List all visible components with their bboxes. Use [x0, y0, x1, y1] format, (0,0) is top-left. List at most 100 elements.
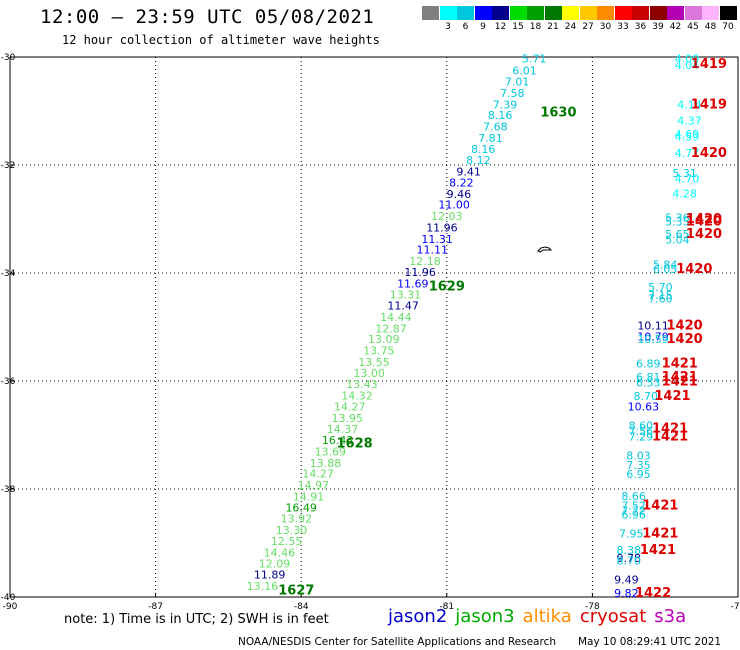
- data-point-label: 6.05: [653, 263, 678, 276]
- data-point-label: 12.87: [375, 322, 407, 335]
- time-label: 1421: [640, 543, 676, 558]
- chart-subtitle: 12 hour collection of altimeter wave hei…: [62, 33, 380, 47]
- data-point-label: 9.41: [456, 165, 481, 178]
- x-tick-label: -84: [294, 602, 309, 612]
- data-point-label: 12.03: [431, 210, 463, 223]
- data-point-label: 12.55: [271, 535, 303, 548]
- axes: -90 -87 -84 -81 -78 -75 -30 -32 -34 -36 -38 -40: [1, 53, 740, 612]
- color-scale-label: 21: [547, 22, 559, 32]
- color-scale-swatch: [649, 6, 667, 20]
- y-tick-label: -38: [1, 485, 16, 495]
- x-tick-label: -87: [148, 602, 163, 612]
- data-point-label: 7.29: [629, 430, 654, 443]
- data-point-label: 11.31: [421, 233, 453, 246]
- data-point-label: 16.49: [285, 502, 317, 515]
- data-point-label: 13.88: [310, 457, 342, 470]
- data-point-label: 9.49: [614, 574, 639, 587]
- data-point-label: 5.04: [665, 233, 690, 246]
- data-point-label: 8.70: [617, 555, 642, 568]
- data-point-label: 7.15: [648, 289, 673, 302]
- y-tick-label: -36: [1, 377, 16, 387]
- color-scale-swatch: [509, 6, 527, 20]
- data-point-label: 13.31: [390, 288, 422, 301]
- color-scale-label: 70: [722, 22, 734, 32]
- data-point-label: 7.35: [626, 459, 651, 472]
- data-point-label: 4.04: [675, 59, 700, 72]
- color-scale-swatch: [439, 6, 457, 20]
- color-scale-swatch: [597, 6, 614, 20]
- color-scale-swatch: [632, 6, 649, 20]
- data-point-label: 13.92: [281, 512, 313, 525]
- data-point-label: 4.37: [677, 115, 702, 128]
- color-scale-swatch: [527, 6, 544, 20]
- y-tick-label: -40: [1, 593, 16, 603]
- time-label: 1422: [635, 586, 671, 601]
- color-scale-swatch: [457, 6, 474, 20]
- data-point-label: 4.59: [675, 131, 700, 144]
- time-label: 1628: [336, 436, 372, 451]
- data-point-label: 5.35: [665, 215, 690, 228]
- data-point-label: 13.75: [363, 345, 395, 358]
- data-point-label: 7.81: [478, 132, 503, 145]
- data-point-label: 11.96: [404, 266, 436, 279]
- color-scale-label: 6: [462, 22, 469, 32]
- time-label: 1630: [540, 105, 576, 120]
- color-scale-label: 42: [669, 22, 682, 32]
- data-point-label: 13.55: [358, 356, 390, 369]
- data-point-label: 8.16: [488, 109, 513, 122]
- data-point-label: 14.32: [341, 389, 373, 402]
- data-point-label: 4.70: [675, 172, 700, 185]
- data-point-label: 8.22: [449, 177, 474, 190]
- data-point-label: 16.43: [322, 434, 354, 447]
- color-scale-label: 39: [652, 22, 664, 32]
- data-point-label: 6.96: [621, 509, 646, 522]
- color-scale-label: 18: [529, 22, 542, 32]
- data-point-label: 8.60: [629, 420, 654, 433]
- color-scale-label: 15: [512, 22, 524, 32]
- time-label: 1421: [652, 429, 688, 444]
- data-point-label: 11.47: [387, 300, 419, 313]
- color-scale-swatch: [422, 6, 439, 20]
- data-marks: 5.716.017.017.587.398.167.687.818.168.12…: [247, 52, 727, 601]
- data-point-label: 7.68: [483, 120, 508, 133]
- time-label: 1627: [278, 583, 314, 598]
- color-scale-label: 30: [599, 22, 612, 32]
- data-point-label: 4.00: [675, 52, 700, 65]
- credit-line: NOAA/NESDIS Center for Satellite Applica…: [238, 636, 556, 648]
- color-scale-label: 12: [494, 22, 507, 32]
- data-point-label: 14.91: [293, 490, 325, 503]
- data-point-label: 4.77: [675, 147, 700, 160]
- data-point-label: 11.11: [416, 244, 448, 257]
- data-point-label: 6.89: [636, 358, 661, 371]
- time-label: 1421: [662, 374, 698, 389]
- data-point-label: 13.95: [332, 412, 364, 425]
- data-point-label: 11.69: [397, 278, 429, 291]
- color-scale-swatch: [614, 6, 632, 20]
- footnote: note: 1) Time is in UTC; 2) SWH is in fe…: [64, 612, 329, 627]
- data-point-label: 7.01: [505, 76, 530, 89]
- data-point-label: 5.36: [665, 212, 690, 225]
- color-scale-label: 36: [634, 22, 647, 32]
- data-point-label: 14.27: [302, 468, 334, 481]
- satellite-legend: jason2 jason3 altika cryosat s3a: [388, 606, 694, 627]
- y-tick-label: -32: [1, 161, 16, 171]
- data-point-label: 8.70: [634, 390, 659, 403]
- data-point-label: 5.31: [672, 167, 697, 180]
- data-point-label: 13.69: [315, 446, 347, 459]
- y-tick-label: -34: [1, 269, 16, 279]
- color-scale-label: 27: [582, 22, 594, 32]
- color-scale-label: 45: [687, 22, 699, 32]
- data-point-label: 4.28: [672, 187, 697, 200]
- data-point-label: 12.09: [259, 557, 291, 570]
- time-label: 1420: [686, 212, 722, 227]
- color-scale-label: 9: [480, 22, 486, 32]
- data-point-label: 8.03: [626, 449, 651, 462]
- color-scale-swatch: [667, 6, 684, 20]
- data-point-label: 13.43: [346, 378, 378, 391]
- data-point-label: 8.12: [466, 154, 491, 167]
- time-label: 1420: [686, 227, 722, 242]
- time-label: 1421: [642, 499, 678, 514]
- data-point-label: 6.01: [512, 64, 537, 77]
- data-point-label: 7.56: [629, 425, 654, 438]
